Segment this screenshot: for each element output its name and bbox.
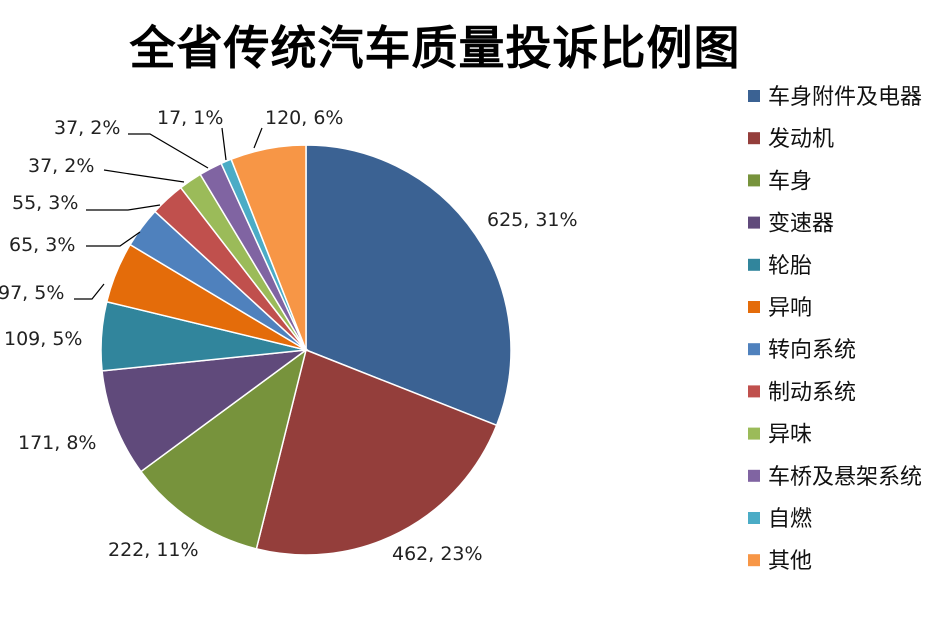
data-label: 37, 2% xyxy=(54,117,120,139)
pie-slice xyxy=(230,144,307,351)
pie-slices xyxy=(100,144,512,556)
pie-slice xyxy=(101,348,309,473)
legend-label: 自燃 xyxy=(768,507,812,532)
legend-label: 车桥及悬架系统 xyxy=(768,465,922,490)
legend-swatch xyxy=(748,512,760,524)
legend-label: 异味 xyxy=(768,423,812,448)
legend-swatch xyxy=(748,132,760,145)
leader-line xyxy=(86,204,161,211)
legend-swatch xyxy=(748,301,760,313)
legend-swatch xyxy=(748,554,760,567)
data-label: 625, 31% xyxy=(487,209,578,231)
data-label: 222, 11% xyxy=(108,539,199,561)
chart-title: 全省传统汽车质量投诉比例图 xyxy=(129,21,741,75)
legend-swatch xyxy=(748,90,760,102)
leader-line xyxy=(221,127,227,161)
data-label: 17, 1% xyxy=(157,107,223,129)
pie-slice xyxy=(305,144,512,427)
legend-label: 其他 xyxy=(768,549,812,574)
leader-line xyxy=(253,127,263,149)
data-label: 55, 3% xyxy=(12,192,78,214)
legend-label: 变速器 xyxy=(768,212,834,237)
legend-swatch xyxy=(748,258,760,271)
legend-swatch xyxy=(748,216,760,229)
legend-swatch xyxy=(748,469,760,482)
legend-label: 车身附件及电器 xyxy=(768,85,922,110)
legend-swatch xyxy=(748,174,760,187)
data-label: 109, 5% xyxy=(4,328,83,350)
data-label: 120, 6% xyxy=(265,107,344,129)
data-label: 65, 3% xyxy=(9,234,75,256)
data-label: 97, 5% xyxy=(0,282,64,304)
legend-label: 转向系统 xyxy=(768,338,856,363)
legend-swatch xyxy=(748,343,760,356)
leader-line xyxy=(74,283,105,300)
data-label: 462, 23% xyxy=(392,543,483,565)
leader-line xyxy=(128,133,209,169)
legend-swatch xyxy=(748,385,760,398)
data-label: 37, 2% xyxy=(28,155,94,177)
legend-label: 制动系统 xyxy=(768,380,856,405)
leader-line xyxy=(86,231,141,247)
data-labels: 625, 31% 462, 23% 222, 11% 171, 8% 109, 5% 97… xyxy=(0,107,578,565)
legend-swatch xyxy=(748,427,760,440)
legend-label: 发动机 xyxy=(768,127,834,152)
leader-lines xyxy=(74,127,263,300)
legend-label: 异响 xyxy=(768,296,812,321)
legend-label: 车身 xyxy=(768,169,812,194)
legend-label: 轮胎 xyxy=(768,254,812,279)
pie-slice xyxy=(255,348,498,556)
data-label: 171, 8% xyxy=(18,432,97,454)
pie-slice xyxy=(139,348,308,550)
leader-line xyxy=(103,169,185,183)
